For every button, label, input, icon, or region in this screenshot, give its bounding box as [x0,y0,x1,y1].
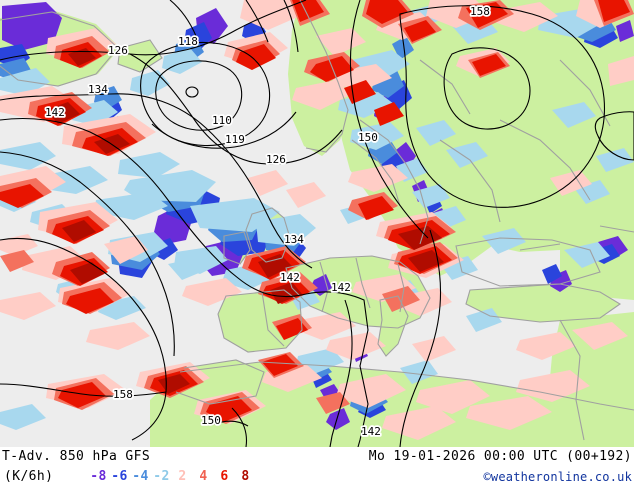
contour-label: 158 [113,388,133,401]
units-label: (K/6h) [4,469,54,484]
contour-label: 142 [45,106,65,119]
contour-label-halo: 150 [358,131,378,144]
advection-patches [0,0,634,440]
contour-label: 158 [470,5,490,18]
contour-label: 126 [108,44,128,57]
legend-value--8: -8 [90,469,107,484]
contour-label-halo: 142 [280,271,300,284]
contour-label: 118 [178,35,198,48]
valid-time-label: Mo 19-01-2026 00:00 UTC (00+192) [368,449,632,464]
legend-value-4: 4 [199,469,208,484]
contour-label-halo: 119 [225,133,245,146]
legend-value--2: -2 [153,469,170,484]
contour-label-halo: 126 [266,153,286,166]
contour-label-halo: 150 [201,414,221,427]
legend-value--6: -6 [111,469,128,484]
contour-label-halo: 134 [88,83,108,96]
legend-value-8: 8 [241,469,250,484]
weather-map-canvas[interactable]: 126 126 118 118 158 158 134 134 142 142 110 110 150 1… [0,0,634,447]
copyright-label: ©weatheronline.co.uk [483,470,632,484]
contour-label-halo: 110 [212,114,232,127]
contour-label-halo: 134 [284,233,304,246]
contour-label-halo: 118 [178,35,198,48]
geopotential-contours [0,0,634,447]
contour-label: 150 [358,131,378,144]
contour-label: 134 [88,83,108,96]
contour-label: 110 [212,114,232,127]
contour-label: 119 [225,133,245,146]
contour-label-halo: 158 [113,388,133,401]
contour-label-halo: 158 [470,5,490,18]
legend-value-2: 2 [178,469,187,484]
contour-label-halo: 142 [45,106,65,119]
contour-label: 142 [331,281,351,294]
contour-label-halo: 126 [108,44,128,57]
contour-label: 142 [280,271,300,284]
color-scale-legend: -8 -6 -4 -2 2 4 6 8 [88,469,256,484]
contour-label: 126 [266,153,286,166]
contour-label-halo: 142 [331,281,351,294]
contour-label: 142 [361,425,381,438]
contour-label: 134 [284,233,304,246]
map-graphic: 1261261181181581581341341421421101101501… [0,0,634,447]
legend-value-6: 6 [220,469,229,484]
contour-label-group: 1261261181181581581341341421421101101501… [43,3,491,440]
country-borders [0,0,634,441]
map-footer: T-Adv. 850 hPa GFS (K/6h) Mo 19-01-2026 … [0,447,634,490]
contour-label-halo: 142 [361,425,381,438]
parameter-title: T-Adv. 850 hPa GFS [2,449,151,464]
legend-value--4: -4 [132,469,149,484]
contour-label: 150 [201,414,221,427]
